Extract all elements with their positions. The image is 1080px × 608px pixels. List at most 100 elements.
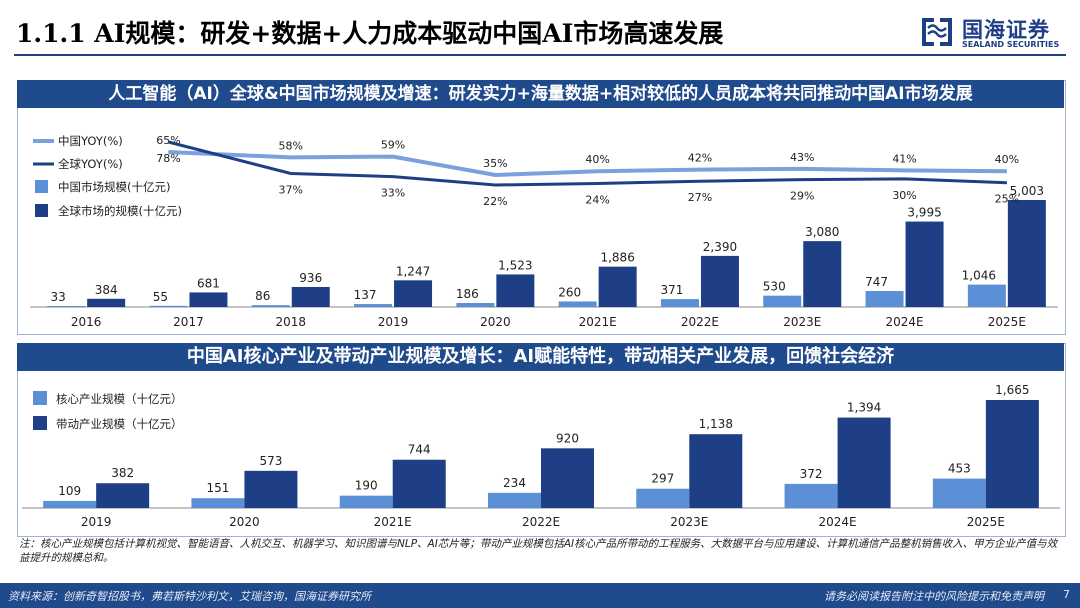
- legend-driven-industry-label: 带动产业规模（十亿元）: [56, 417, 183, 431]
- global-market-bar-label: 1,523: [498, 258, 532, 272]
- china-market-bar: [865, 291, 904, 307]
- global-market-bar: [905, 221, 944, 307]
- china-market-bar: [354, 304, 393, 307]
- legend-china-yoy-label: 中国YOY(%): [58, 134, 123, 148]
- legend-global-yoy-label: 全球YOY(%): [58, 157, 123, 171]
- core-industry-bar-label: 234: [503, 476, 526, 490]
- chart2-x-tick: 2024E: [819, 515, 857, 529]
- core-industry-bar-label: 453: [948, 462, 971, 476]
- driven-industry-bar: [985, 400, 1039, 508]
- chart1-x-tick: 2025E: [988, 315, 1026, 329]
- driven-industry-bar: [689, 434, 743, 508]
- global-yoy-label: 30%: [892, 189, 916, 202]
- core-industry-bar-label: 190: [355, 479, 378, 493]
- china-market-bar-label: 186: [456, 287, 479, 301]
- global-market-bar: [291, 286, 330, 307]
- core-industry-bar: [191, 498, 245, 508]
- china-market-bar-label: 1,046: [962, 269, 996, 283]
- core-industry-bar: [636, 488, 690, 508]
- global-market-bar: [803, 241, 842, 307]
- china-market-bar: [251, 305, 290, 307]
- page-title: 1.1.1 AI规模：研发+数据+人力成本驱动中国AI市场高速发展: [16, 19, 724, 48]
- global-market-bar-label: 3,995: [907, 206, 941, 220]
- global-yoy-label: 78%: [156, 152, 180, 165]
- chart1-x-tick: 2018: [275, 315, 306, 329]
- core-industry-bar: [784, 483, 838, 508]
- driven-industry-bar: [392, 459, 446, 508]
- china-yoy-label: 42%: [688, 152, 712, 165]
- china-market-bar-label: 55: [153, 290, 168, 304]
- global-market-bar: [700, 255, 739, 307]
- china-yoy-label: 41%: [892, 152, 916, 165]
- global-market-bar: [598, 266, 637, 307]
- global-yoy-label: 24%: [585, 193, 609, 206]
- global-yoy-label: 22%: [483, 195, 507, 208]
- brand-logo: 国海证券 SEALAND SECURITIES: [918, 12, 1078, 54]
- chart1-heading: 人工智能（AI）全球&中国市场规模及增速：研发实力+海量数据+相对较低的人员成本…: [17, 80, 1064, 108]
- legend-china-market-swatch: [35, 180, 48, 193]
- china-market-bar-label: 530: [763, 280, 786, 294]
- global-market-bar: [87, 298, 126, 307]
- global-market-bar-label: 5,003: [1010, 184, 1044, 198]
- sealand-logo-icon: [922, 18, 952, 46]
- core-industry-bar: [488, 492, 541, 508]
- china-yoy-label: 59%: [381, 139, 405, 152]
- footnote: 注：核心产业规模包括计算机视觉、智能语音、人机交互、机器学习、知识图谱与NLP、…: [19, 538, 1058, 564]
- driven-industry-bar-label: 744: [408, 443, 431, 457]
- logo-chinese-name: 国海证券: [962, 18, 1050, 42]
- global-market-bar-label: 681: [197, 276, 220, 290]
- global-yoy-label: 27%: [688, 191, 712, 204]
- legend-driven-industry-swatch: [33, 416, 47, 430]
- global-market-bar-label: 3,080: [805, 225, 839, 239]
- chart2-x-tick: 2021E: [374, 515, 412, 529]
- chart2-x-tick: 2023E: [670, 515, 708, 529]
- china-yoy-label: 58%: [279, 139, 303, 152]
- chart1-x-tick: 2021E: [579, 315, 617, 329]
- china-yoy-label: 40%: [995, 153, 1019, 166]
- driven-industry-bar-label: 382: [111, 466, 134, 480]
- global-market-bar-label: 1,886: [600, 251, 634, 265]
- footer-disclaimer: 请务必阅读报告附注中的风险提示和免责声明: [824, 590, 1044, 603]
- chart1-x-tick: 2017: [173, 315, 204, 329]
- page-number: 7: [1063, 588, 1070, 601]
- driven-industry-bar: [244, 470, 298, 508]
- footer-bar: 资料来源：创新奇智招股书，弗若斯特沙利文，艾瑞咨询，国海证券研究所 请务必阅读报…: [0, 583, 1080, 608]
- driven-industry-bar: [96, 483, 150, 508]
- core-industry-bar: [932, 478, 986, 508]
- china-market-bar-label: 33: [51, 290, 66, 304]
- china-market-bar-label: 260: [558, 285, 581, 299]
- driven-industry-bar-label: 1,665: [995, 383, 1029, 397]
- china-market-bar-label: 137: [354, 288, 377, 302]
- china-market-bar: [967, 284, 1006, 307]
- chart1-x-tick: 2020: [480, 315, 511, 329]
- global-market-bar: [189, 292, 228, 307]
- china-yoy-label: 40%: [585, 153, 609, 166]
- legend-core-industry-swatch: [33, 391, 47, 405]
- driven-industry-bar-label: 1,394: [847, 401, 881, 415]
- china-market-bar: [660, 299, 699, 307]
- logo-english-name: SEALAND SECURITIES: [962, 40, 1060, 49]
- global-market-bar-label: 1,247: [396, 264, 430, 278]
- global-market-bar-label: 936: [299, 271, 322, 285]
- chart2-x-tick: 2019: [81, 515, 112, 529]
- title-underline: [14, 54, 1066, 56]
- driven-industry-bar-label: 920: [556, 431, 579, 445]
- china-market-bar: [456, 303, 495, 307]
- chart1-x-tick: 2022E: [681, 315, 719, 329]
- global-yoy-line: [168, 140, 1007, 187]
- driven-industry-bar-label: 573: [259, 454, 282, 468]
- global-market-bar: [1007, 200, 1046, 307]
- footer-source: 资料来源：创新奇智招股书，弗若斯特沙利文，艾瑞咨询，国海证券研究所: [8, 590, 371, 603]
- china-yoy-line: [168, 150, 1007, 178]
- core-industry-bar-label: 151: [206, 481, 229, 495]
- legend-global-market-swatch: [35, 204, 48, 217]
- chart2-x-tick: 2022E: [522, 515, 560, 529]
- legend-global-market-label: 全球市场的规模(十亿元): [58, 204, 182, 218]
- chart1-x-tick: 2019: [378, 315, 409, 329]
- driven-industry-bar: [837, 417, 891, 508]
- china-market-bar: [149, 305, 188, 307]
- chart2-x-tick: 2020: [229, 515, 260, 529]
- global-market-bar: [394, 280, 433, 307]
- chart1-x-tick: 2023E: [783, 315, 821, 329]
